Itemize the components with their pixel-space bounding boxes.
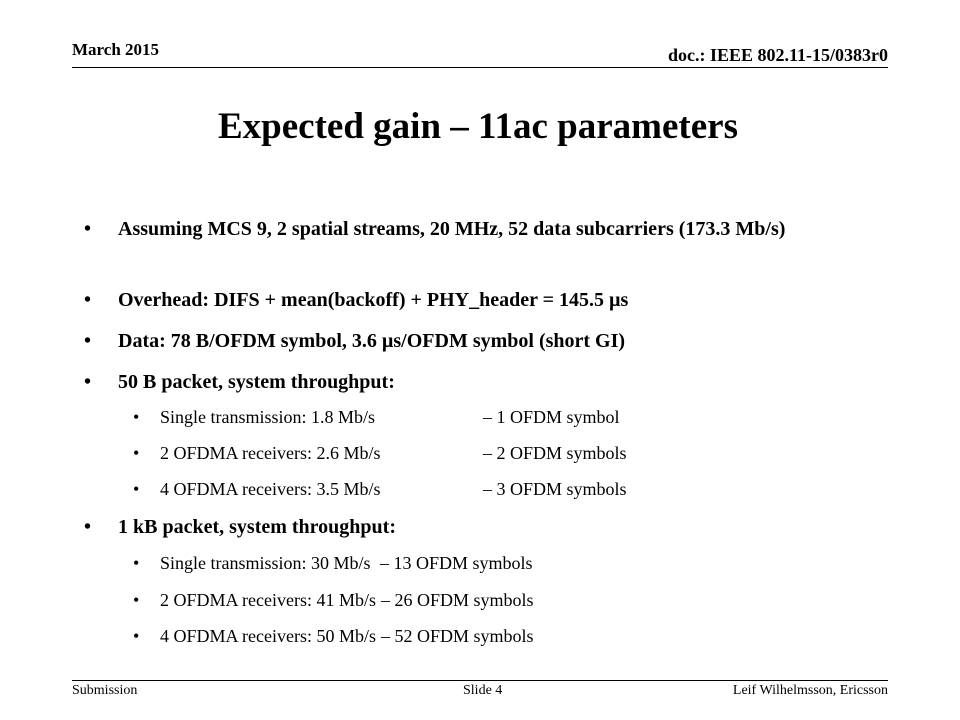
footer-center: Slide 4	[463, 683, 503, 698]
bullet-text: 1 kB packet, system throughput:	[118, 516, 396, 538]
sub-bullet-note: – 52 OFDM symbols	[381, 626, 534, 646]
sub-bullet-dot: •	[133, 479, 140, 499]
sub-bullet-text: 4 OFDMA receivers: 3.5 Mb/s	[160, 479, 381, 499]
header-date: March 2015	[72, 40, 160, 59]
bullet-text: Assuming MCS 9, 2 spatial streams, 20 MH…	[118, 218, 786, 240]
bullet-dot: •	[84, 289, 92, 311]
sub-bullet-text: Single transmission: 30 Mb/s	[160, 553, 371, 573]
sub-bullet-note: – 2 OFDM symbols	[483, 443, 627, 463]
bullet-text: Data: 78 B/OFDM symbol, 3.6 µs/OFDM symb…	[118, 330, 626, 352]
sub-bullet-dot: •	[133, 626, 140, 646]
bullet-dot: •	[84, 330, 92, 352]
sub-bullet-note: – 3 OFDM symbols	[483, 479, 627, 499]
bullet-dot: •	[84, 516, 92, 538]
sub-bullet-dot: •	[133, 443, 140, 463]
sub-bullet-dot: •	[133, 590, 140, 610]
sub-bullet-dot: •	[133, 553, 140, 573]
bullet-dot: •	[84, 371, 92, 393]
sub-bullet-note: – 1 OFDM symbol	[483, 407, 620, 427]
header-doc: doc.: IEEE 802.11-15/0383r0	[667, 45, 888, 65]
sub-bullet-text: Single transmission: 1.8 Mb/s	[160, 407, 376, 427]
bullet-text: Overhead: DIFS + mean(backoff) + PHY_hea…	[118, 289, 629, 311]
sub-bullet-text: 4 OFDMA receivers: 50 Mb/s	[160, 626, 376, 646]
sub-bullet-text: 2 OFDMA receivers: 41 Mb/s	[160, 590, 376, 610]
sub-bullet-dot: •	[133, 407, 140, 427]
sub-bullet-note: – 13 OFDM symbols	[380, 553, 533, 573]
sub-bullet-text: 2 OFDMA receivers: 2.6 Mb/s	[160, 443, 381, 463]
bullet-text: 50 B packet, system throughput:	[118, 371, 395, 393]
footer-rule	[72, 680, 888, 681]
footer-right: Leif Wilhelmsson, Ericsson	[732, 683, 888, 698]
sub-bullet-note: – 26 OFDM symbols	[381, 590, 534, 610]
footer-left: Submission	[72, 683, 138, 698]
slide-title: Expected gain – 11ac parameters	[218, 106, 738, 147]
bullet-dot: •	[84, 218, 92, 240]
header-rule	[72, 67, 888, 68]
